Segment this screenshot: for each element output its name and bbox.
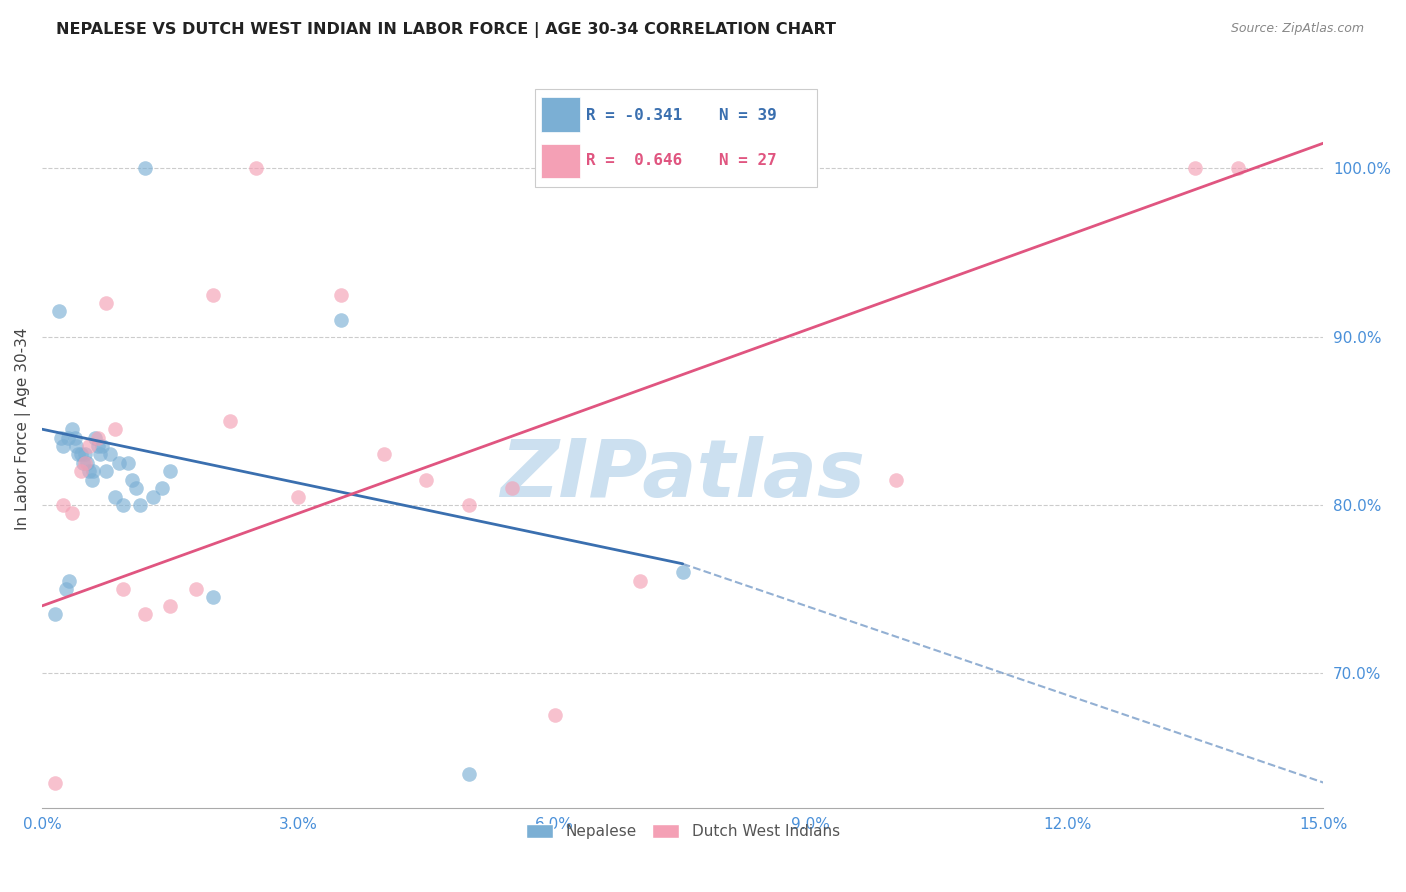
Point <box>44 775 66 789</box>
Point <box>458 498 481 512</box>
Point <box>55 582 77 596</box>
Point <box>84 431 107 445</box>
Point <box>543 708 565 723</box>
Point <box>330 287 353 301</box>
Point <box>330 313 353 327</box>
Point <box>458 767 481 781</box>
Point <box>48 304 70 318</box>
Point <box>52 498 75 512</box>
Point <box>150 481 173 495</box>
Text: NEPALESE VS DUTCH WEST INDIAN IN LABOR FORCE | AGE 30-34 CORRELATION CHART: NEPALESE VS DUTCH WEST INDIAN IN LABOR F… <box>56 22 837 38</box>
Text: ZIPatlas: ZIPatlas <box>501 435 865 514</box>
Point <box>82 464 104 478</box>
Point <box>134 607 156 622</box>
Point <box>60 506 83 520</box>
Point <box>672 565 695 579</box>
Point <box>415 473 437 487</box>
Point <box>52 439 75 453</box>
Point <box>201 591 224 605</box>
Point <box>501 481 523 495</box>
Point <box>287 490 309 504</box>
Point <box>373 447 395 461</box>
Legend: Nepalese, Dutch West Indians: Nepalese, Dutch West Indians <box>520 818 846 846</box>
Point <box>73 456 96 470</box>
Point <box>112 582 135 596</box>
Point <box>89 447 111 461</box>
Point <box>86 431 108 445</box>
Point <box>49 431 72 445</box>
Point <box>112 498 135 512</box>
Point <box>69 464 91 478</box>
Point <box>159 599 181 613</box>
Y-axis label: In Labor Force | Age 30-34: In Labor Force | Age 30-34 <box>15 328 31 531</box>
Point <box>56 431 79 445</box>
Point <box>245 161 267 176</box>
Point <box>77 464 100 478</box>
Point <box>65 439 87 453</box>
Point <box>86 439 108 453</box>
Point <box>104 422 127 436</box>
Point <box>69 447 91 461</box>
Point <box>219 414 242 428</box>
Point <box>108 456 131 470</box>
Point <box>77 439 100 453</box>
Point <box>1184 161 1206 176</box>
Point <box>100 447 122 461</box>
Text: Source: ZipAtlas.com: Source: ZipAtlas.com <box>1230 22 1364 36</box>
Point <box>129 498 152 512</box>
Point <box>117 456 139 470</box>
Point <box>60 422 83 436</box>
Point <box>1226 161 1249 176</box>
Point <box>96 464 118 478</box>
Point <box>90 439 112 453</box>
Point <box>159 464 181 478</box>
Point <box>628 574 651 588</box>
Point <box>142 490 165 504</box>
Point <box>80 473 103 487</box>
Point <box>73 447 96 461</box>
Point <box>96 296 118 310</box>
Point <box>58 574 80 588</box>
Point <box>121 473 143 487</box>
Point <box>63 431 86 445</box>
Point <box>201 287 224 301</box>
Point <box>66 447 89 461</box>
Point <box>134 161 156 176</box>
Point <box>76 456 98 470</box>
Point <box>44 607 66 622</box>
Point <box>72 456 94 470</box>
Point <box>104 490 127 504</box>
Point <box>184 582 207 596</box>
Point <box>884 473 907 487</box>
Point <box>125 481 148 495</box>
